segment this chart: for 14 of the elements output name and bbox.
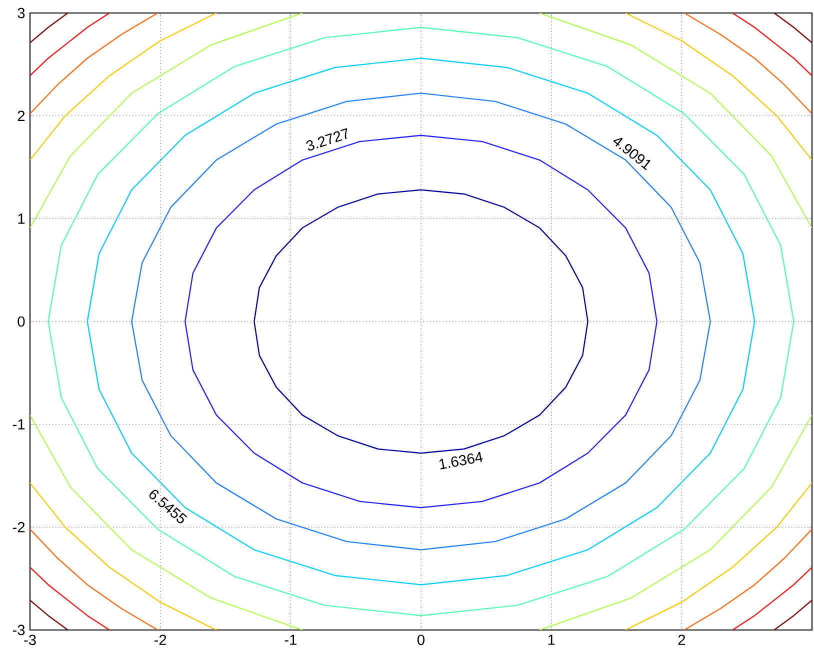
x-tick-label: -1 [284,634,296,645]
y-tick-label: 3 [18,8,25,18]
x-tick-label: -2 [154,634,166,645]
y-tick-label: -2 [12,522,25,532]
annotation: 1.6364 [439,452,483,470]
y-tick-label: 2 [18,110,25,121]
y-tick-label: -3 [12,624,25,636]
y-tick-label: -1 [12,419,25,430]
y-tick-label: 0 [18,316,25,327]
x-tick-label: 1 [548,634,555,645]
annotation: 3.2727 [306,128,348,151]
y-tick-label: 1 [18,214,25,224]
x-tick-label: 2 [678,634,686,645]
x-tick-label: 0 [417,634,424,646]
